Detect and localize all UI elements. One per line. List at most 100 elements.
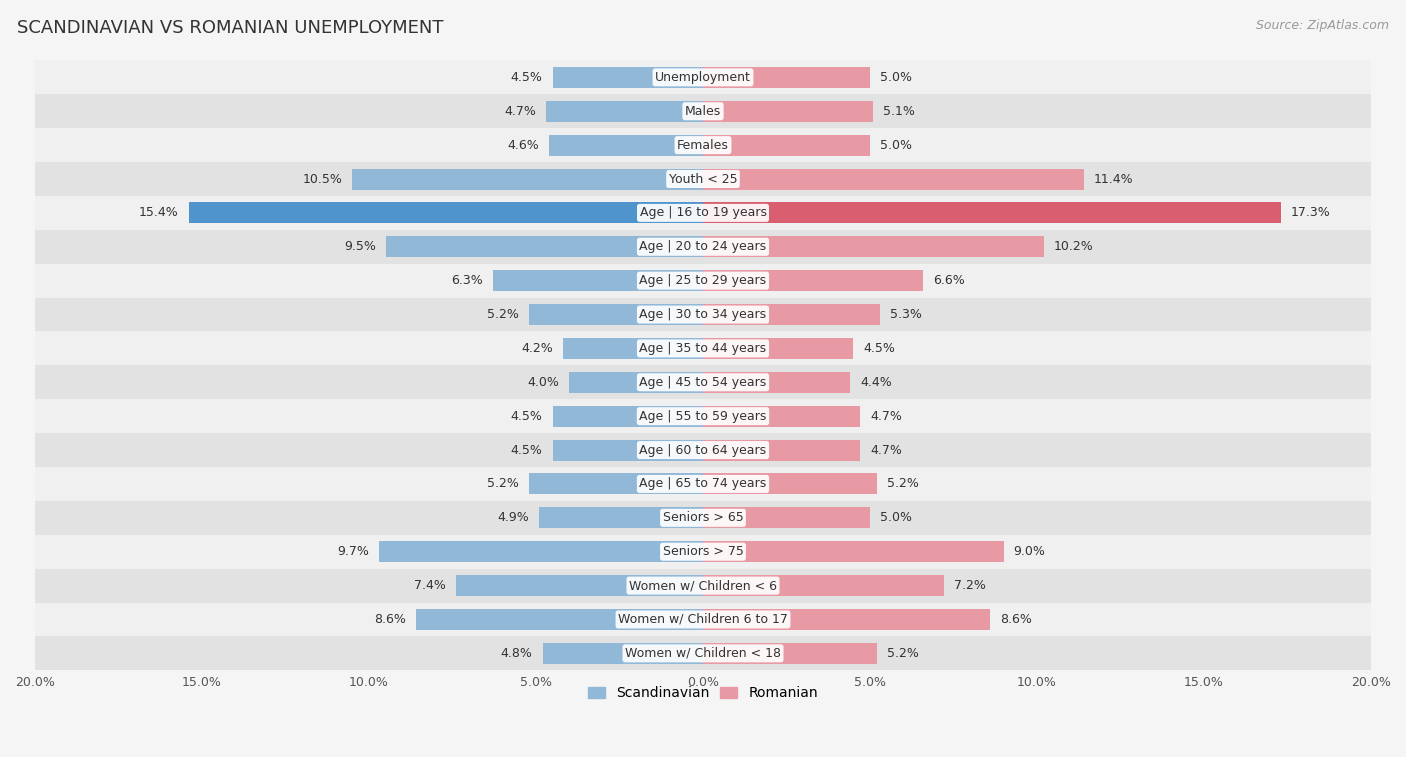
Text: 9.7%: 9.7% bbox=[337, 545, 368, 558]
Bar bbox=[35, 569, 1371, 603]
Bar bbox=[416, 609, 703, 630]
Bar bbox=[35, 399, 1371, 433]
Bar bbox=[703, 67, 870, 88]
Text: 10.2%: 10.2% bbox=[1053, 240, 1094, 254]
Legend: Scandinavian, Romanian: Scandinavian, Romanian bbox=[582, 681, 824, 706]
Text: Seniors > 75: Seniors > 75 bbox=[662, 545, 744, 558]
Bar bbox=[35, 61, 1371, 95]
Text: Females: Females bbox=[678, 139, 728, 151]
Bar bbox=[553, 440, 703, 460]
Text: 5.0%: 5.0% bbox=[880, 139, 912, 151]
Bar bbox=[529, 473, 703, 494]
Text: 8.6%: 8.6% bbox=[1000, 613, 1032, 626]
Bar bbox=[703, 507, 870, 528]
Text: 5.1%: 5.1% bbox=[883, 104, 915, 118]
Text: 4.2%: 4.2% bbox=[522, 342, 553, 355]
Bar bbox=[553, 406, 703, 427]
Text: 4.5%: 4.5% bbox=[510, 410, 543, 422]
Bar bbox=[703, 609, 990, 630]
Bar bbox=[35, 263, 1371, 298]
Text: 7.2%: 7.2% bbox=[953, 579, 986, 592]
Bar bbox=[543, 643, 703, 664]
Text: 17.3%: 17.3% bbox=[1291, 207, 1330, 220]
Bar bbox=[35, 196, 1371, 230]
Text: 9.0%: 9.0% bbox=[1014, 545, 1046, 558]
Bar bbox=[35, 128, 1371, 162]
Bar bbox=[529, 304, 703, 325]
Text: Youth < 25: Youth < 25 bbox=[669, 173, 737, 185]
Bar bbox=[456, 575, 703, 596]
Text: 5.2%: 5.2% bbox=[488, 308, 519, 321]
Bar bbox=[703, 304, 880, 325]
Bar bbox=[385, 236, 703, 257]
Bar bbox=[35, 501, 1371, 534]
Bar bbox=[35, 230, 1371, 263]
Text: 9.5%: 9.5% bbox=[344, 240, 375, 254]
Text: Age | 65 to 74 years: Age | 65 to 74 years bbox=[640, 478, 766, 491]
Bar bbox=[703, 541, 1004, 562]
Bar bbox=[569, 372, 703, 393]
Text: 11.4%: 11.4% bbox=[1094, 173, 1133, 185]
Text: 4.7%: 4.7% bbox=[870, 410, 901, 422]
Bar bbox=[380, 541, 703, 562]
Text: Age | 25 to 29 years: Age | 25 to 29 years bbox=[640, 274, 766, 287]
Bar bbox=[703, 202, 1281, 223]
Bar bbox=[703, 236, 1043, 257]
Text: Age | 60 to 64 years: Age | 60 to 64 years bbox=[640, 444, 766, 456]
Bar bbox=[353, 169, 703, 189]
Bar bbox=[35, 534, 1371, 569]
Bar bbox=[188, 202, 703, 223]
Text: 4.7%: 4.7% bbox=[505, 104, 536, 118]
Bar bbox=[703, 643, 877, 664]
Bar bbox=[703, 406, 860, 427]
Text: 4.4%: 4.4% bbox=[860, 375, 891, 389]
Text: SCANDINAVIAN VS ROMANIAN UNEMPLOYMENT: SCANDINAVIAN VS ROMANIAN UNEMPLOYMENT bbox=[17, 19, 443, 37]
Bar bbox=[546, 101, 703, 122]
Text: Age | 20 to 24 years: Age | 20 to 24 years bbox=[640, 240, 766, 254]
Text: 15.4%: 15.4% bbox=[139, 207, 179, 220]
Bar bbox=[703, 372, 851, 393]
Text: 4.5%: 4.5% bbox=[863, 342, 896, 355]
Bar bbox=[492, 270, 703, 291]
Bar bbox=[35, 162, 1371, 196]
Text: 5.3%: 5.3% bbox=[890, 308, 922, 321]
Text: Age | 16 to 19 years: Age | 16 to 19 years bbox=[640, 207, 766, 220]
Text: 5.2%: 5.2% bbox=[488, 478, 519, 491]
Bar bbox=[35, 467, 1371, 501]
Bar bbox=[703, 135, 870, 156]
Text: 6.3%: 6.3% bbox=[451, 274, 482, 287]
Bar bbox=[703, 270, 924, 291]
Text: Age | 35 to 44 years: Age | 35 to 44 years bbox=[640, 342, 766, 355]
Text: 5.0%: 5.0% bbox=[880, 511, 912, 525]
Text: 4.8%: 4.8% bbox=[501, 646, 533, 660]
Bar bbox=[540, 507, 703, 528]
Text: 4.5%: 4.5% bbox=[510, 444, 543, 456]
Text: 5.0%: 5.0% bbox=[880, 71, 912, 84]
Text: Women w/ Children < 18: Women w/ Children < 18 bbox=[626, 646, 780, 660]
Text: Age | 55 to 59 years: Age | 55 to 59 years bbox=[640, 410, 766, 422]
Bar bbox=[553, 67, 703, 88]
Bar bbox=[703, 473, 877, 494]
Bar bbox=[703, 169, 1084, 189]
Text: 4.7%: 4.7% bbox=[870, 444, 901, 456]
Text: Source: ZipAtlas.com: Source: ZipAtlas.com bbox=[1256, 19, 1389, 32]
Text: 8.6%: 8.6% bbox=[374, 613, 406, 626]
Text: Age | 45 to 54 years: Age | 45 to 54 years bbox=[640, 375, 766, 389]
Bar bbox=[35, 366, 1371, 399]
Bar bbox=[35, 603, 1371, 637]
Text: Women w/ Children < 6: Women w/ Children < 6 bbox=[628, 579, 778, 592]
Text: 10.5%: 10.5% bbox=[302, 173, 342, 185]
Bar bbox=[35, 637, 1371, 670]
Text: Unemployment: Unemployment bbox=[655, 71, 751, 84]
Bar bbox=[35, 95, 1371, 128]
Text: 4.9%: 4.9% bbox=[498, 511, 529, 525]
Text: 5.2%: 5.2% bbox=[887, 646, 918, 660]
Text: 6.6%: 6.6% bbox=[934, 274, 966, 287]
Bar bbox=[35, 332, 1371, 366]
Text: 5.2%: 5.2% bbox=[887, 478, 918, 491]
Bar bbox=[550, 135, 703, 156]
Text: Seniors > 65: Seniors > 65 bbox=[662, 511, 744, 525]
Text: 7.4%: 7.4% bbox=[413, 579, 446, 592]
Bar bbox=[703, 440, 860, 460]
Bar bbox=[703, 575, 943, 596]
